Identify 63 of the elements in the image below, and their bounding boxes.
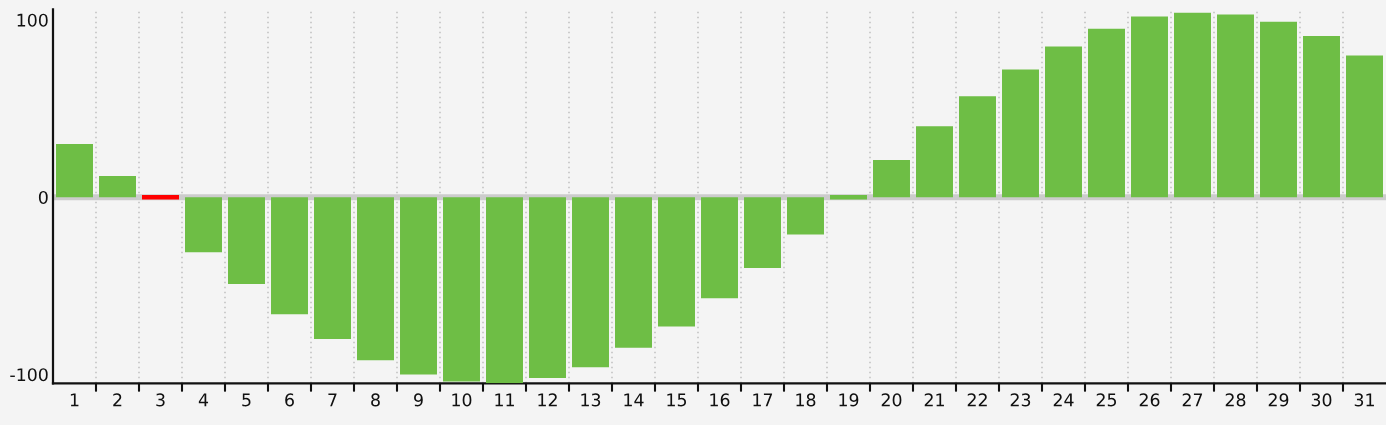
x-tick-label: 24 <box>1053 393 1074 407</box>
bar <box>271 197 308 315</box>
bar <box>916 126 953 198</box>
bar <box>443 197 480 382</box>
x-tick-label: 9 <box>414 393 423 407</box>
bar <box>1174 12 1211 198</box>
x-tick-label: 6 <box>285 393 294 407</box>
bar <box>873 159 910 198</box>
x-tick-label: 13 <box>581 393 601 407</box>
x-tick-label: 25 <box>1096 393 1117 407</box>
bar <box>1045 46 1082 198</box>
y-tick-label: 0 <box>38 190 48 205</box>
bar <box>1088 28 1125 198</box>
bar <box>701 197 738 299</box>
x-tick-label: 21 <box>924 393 944 407</box>
x-tick-label: 28 <box>1225 393 1246 407</box>
bar <box>615 197 652 348</box>
bar <box>529 197 566 378</box>
bar <box>357 197 394 361</box>
bar <box>1303 35 1340 198</box>
y-tick-label: -100 <box>10 368 48 382</box>
bar <box>1002 69 1039 198</box>
x-tick-label: 11 <box>495 393 514 407</box>
x-tick-label: 18 <box>796 393 816 407</box>
bar <box>1131 16 1168 198</box>
bar <box>658 197 695 327</box>
y-tick-label: 100 <box>17 13 48 27</box>
bar <box>400 197 437 375</box>
x-tick-label: 4 <box>198 393 209 407</box>
bar <box>99 175 136 198</box>
x-tick-label: 14 <box>624 393 644 407</box>
x-tick-label: 7 <box>328 393 337 407</box>
x-tick-label: 1 <box>70 393 79 407</box>
bar <box>1217 14 1254 198</box>
x-tick-label: 16 <box>710 393 730 407</box>
x-tick-label: 30 <box>1311 393 1332 407</box>
x-tick-label: 31 <box>1354 393 1374 407</box>
x-tick-label: 3 <box>156 393 165 407</box>
x-tick-label: 27 <box>1182 393 1203 407</box>
x-tick-label: 20 <box>881 393 902 407</box>
x-tick-label: 19 <box>839 393 859 407</box>
bar <box>314 197 351 339</box>
x-tick-label: 10 <box>452 393 472 407</box>
x-tick-label: 22 <box>967 393 987 407</box>
x-tick-label: 15 <box>667 393 687 407</box>
bar <box>486 197 523 384</box>
x-tick-label: 23 <box>1010 393 1031 407</box>
x-tick-label: 12 <box>538 393 557 407</box>
bar <box>228 197 265 285</box>
bar <box>787 197 824 235</box>
x-tick-label: 17 <box>753 393 773 407</box>
x-tick-label: 8 <box>371 393 380 407</box>
bar <box>959 96 996 198</box>
x-tick-label: 5 <box>242 393 251 407</box>
x-tick-label: 2 <box>113 393 122 407</box>
bar <box>1346 55 1383 198</box>
x-tick-label: 26 <box>1139 393 1160 407</box>
bar <box>56 144 93 198</box>
bar <box>1260 21 1297 198</box>
bar <box>744 197 781 269</box>
x-tick-label: 29 <box>1268 393 1289 407</box>
bar <box>185 197 222 253</box>
bar <box>572 197 609 368</box>
